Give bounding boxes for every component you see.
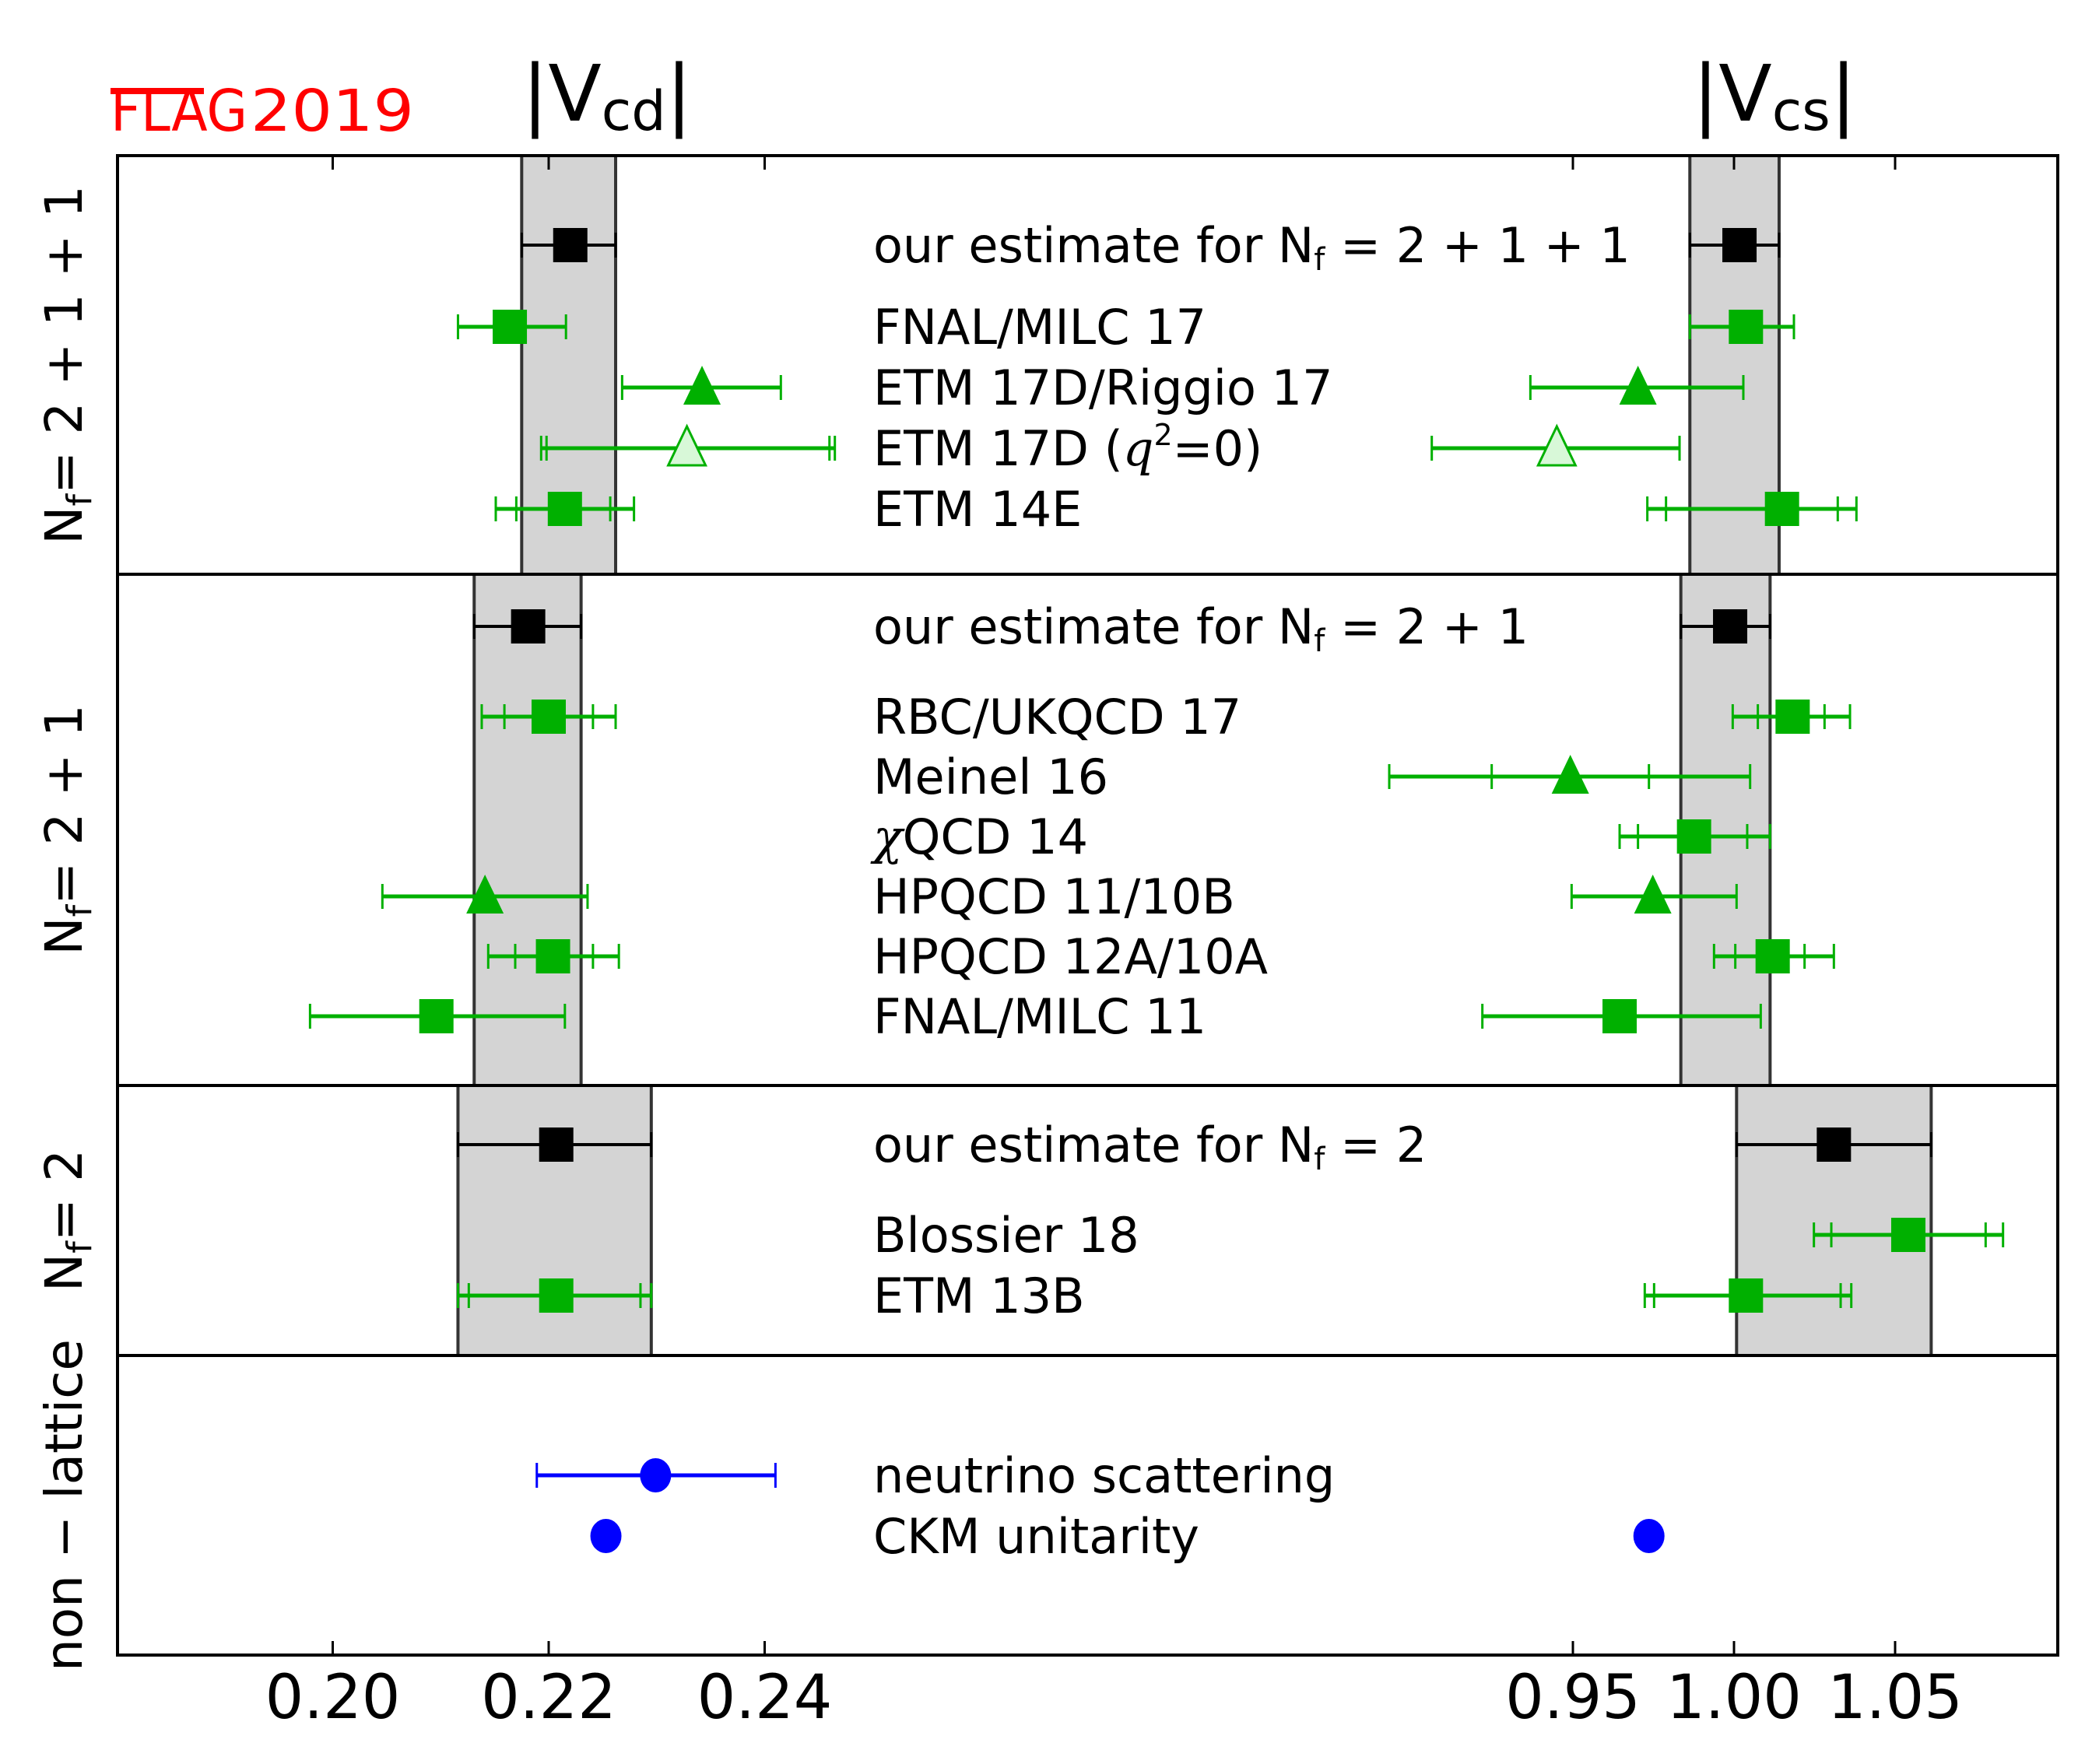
point-vcs-circle-marker xyxy=(1633,1519,1665,1553)
point-vcs-square-marker xyxy=(1713,609,1748,644)
point-vcd-triangle-marker xyxy=(666,423,707,467)
estimate-band-vcd-2 xyxy=(456,1084,653,1357)
point-vcd-square-marker xyxy=(553,228,588,262)
point-vcs-square-marker xyxy=(1890,1218,1925,1252)
row-label: Meinel 16 xyxy=(873,749,1108,805)
row-label: RBC/UKQCD 17 xyxy=(873,689,1241,745)
point-vcs-square-marker xyxy=(1764,492,1799,526)
point-vcs-square-marker xyxy=(1816,1127,1852,1162)
row-label: FNAL/MILC 11 xyxy=(873,988,1206,1045)
tick-label: 0.20 xyxy=(265,1663,401,1733)
plot-frame xyxy=(116,154,2059,1657)
tick-label: 0.95 xyxy=(1505,1663,1641,1733)
data-marks xyxy=(308,228,2005,1553)
row-label: our estimate for Nf = 2 + 1 xyxy=(873,598,1529,659)
panel-title: |Vcd| xyxy=(522,48,693,143)
row-label: neutrino scattering xyxy=(873,1447,1335,1504)
point-vcs-square-marker xyxy=(1729,310,1764,344)
group-label: Nf= 2 + 1 + 1 xyxy=(34,185,100,545)
point-vcs-square-marker xyxy=(1755,939,1790,973)
point-vcd-square-marker xyxy=(539,1278,574,1313)
point-vcs-triangle-marker xyxy=(1551,755,1589,794)
row-label: ETM 13B xyxy=(873,1268,1085,1324)
flag-watermark: FLAG 2019 xyxy=(111,78,414,145)
row-label: Blossier 18 xyxy=(873,1207,1139,1264)
estimate-band-vcs-0 xyxy=(1688,154,1781,576)
watermark-year: 2019 xyxy=(251,78,414,145)
row-label: ETM 17D/Riggio 17 xyxy=(873,359,1333,416)
group-label: Nf= 2 + 1 xyxy=(34,704,100,955)
point-vcd-triangle-marker xyxy=(466,875,504,914)
panel-title: |Vcs| xyxy=(1693,48,1857,143)
point-vcs-triangle-marker xyxy=(1634,875,1672,914)
tick-label: 0.24 xyxy=(697,1663,833,1733)
point-vcs-square-marker xyxy=(1602,999,1637,1033)
group-label: non − lattice xyxy=(34,1339,94,1671)
row-label: χQCD 14 xyxy=(870,808,1088,865)
row-label: our estimate for Nf = 2 + 1 + 1 xyxy=(873,217,1630,278)
point-vcd-square-marker xyxy=(493,310,528,344)
text-labels: |Vcd| |Vcs| Nf= 2 + 1 + 1 Nf= 2 + 1 Nf= 2 non… xyxy=(34,48,1856,1671)
point-vcd-triangle-marker xyxy=(683,366,721,405)
row-label: ETM 14E xyxy=(873,481,1082,538)
tick-label: 1.05 xyxy=(1827,1663,1963,1733)
point-vcd-square-marker xyxy=(535,939,570,973)
point-vcd-square-marker xyxy=(532,700,566,734)
plot-border xyxy=(116,154,2059,1657)
tick-label: 1.00 xyxy=(1666,1663,1802,1733)
watermark-overline xyxy=(111,88,204,94)
point-vcs-square-marker xyxy=(1722,228,1757,262)
point-vcs-triangle-marker xyxy=(1536,423,1578,467)
point-vcd-circle-marker xyxy=(590,1519,622,1553)
point-vcd-square-marker xyxy=(547,492,582,526)
point-vcs-square-marker xyxy=(1676,819,1711,854)
point-vcd-square-marker xyxy=(539,1127,574,1162)
row-label: HPQCD 12A/10A xyxy=(873,928,1268,985)
row-label: FNAL/MILC 17 xyxy=(873,299,1206,356)
axis-ticks: 0.20 0.22 0.24 0.95 1.00 1.05 xyxy=(265,156,1963,1733)
point-vcd-square-marker xyxy=(419,999,454,1033)
point-vcs-square-marker xyxy=(1729,1278,1764,1313)
point-vcd-circle-marker xyxy=(640,1458,672,1492)
row-label: HPQCD 11/10B xyxy=(873,868,1235,925)
row-label: ETM 17D (q2=0) xyxy=(873,418,1262,477)
point-vcs-square-marker xyxy=(1775,700,1810,734)
group-label: Nf= 2 xyxy=(34,1149,100,1292)
row-label: our estimate for Nf = 2 xyxy=(873,1117,1427,1177)
watermark-flag: FLAG xyxy=(111,78,247,145)
point-vcs-triangle-marker xyxy=(1619,366,1657,405)
tick-label: 0.22 xyxy=(481,1663,616,1733)
point-vcd-square-marker xyxy=(511,609,546,644)
row-label: CKM unitarity xyxy=(873,1508,1199,1565)
